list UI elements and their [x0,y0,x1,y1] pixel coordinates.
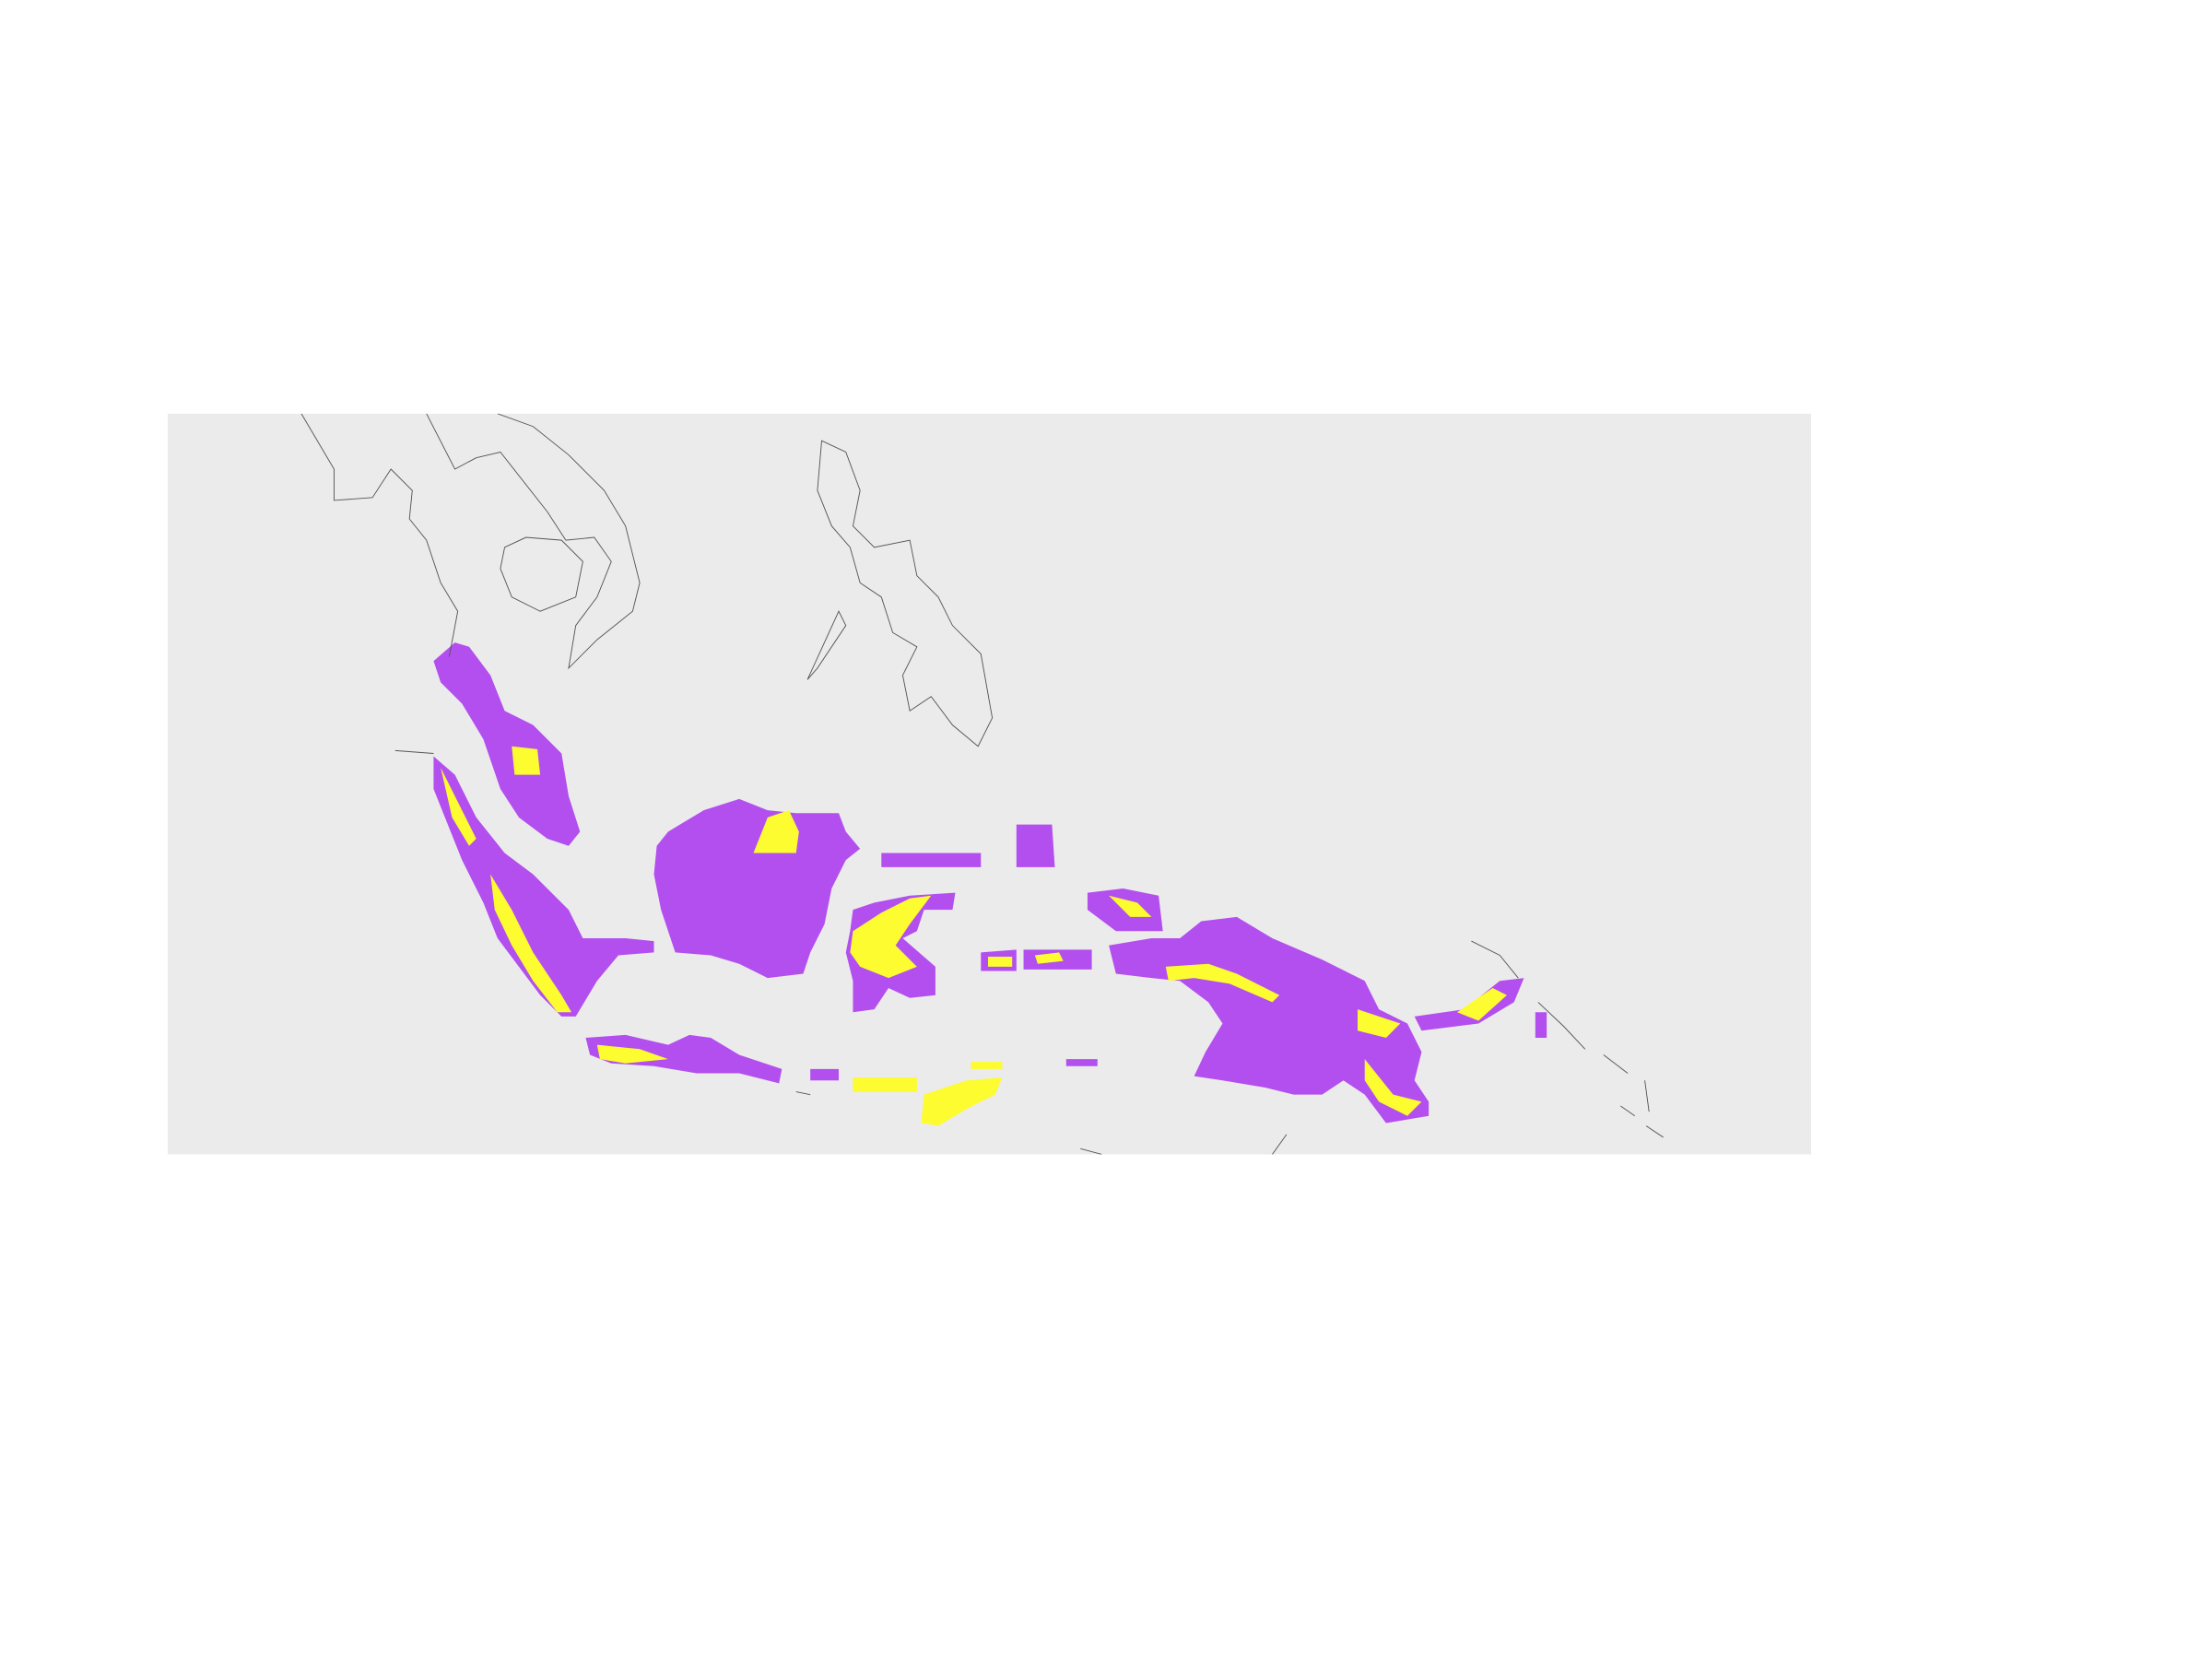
region-pa [1034,952,1064,964]
region-sulawesi-north [881,853,982,867]
region-pa [1456,987,1507,1021]
coastline [426,413,641,670]
region-island [810,1068,840,1081]
region-pa [850,895,932,979]
region-halmahera [1016,824,1055,867]
region-pa [1358,1009,1401,1038]
coastline [1471,940,1664,1138]
coastline [500,536,583,612]
region-pa [987,957,1013,967]
region-pa [1109,895,1152,917]
region-pa [971,1062,1003,1069]
region-malaya [433,642,581,846]
region-pa [441,767,477,846]
coastline [300,413,459,657]
region-pa [490,874,572,1013]
coastline [394,749,1288,1155]
region-sumatra [433,756,654,1017]
raster-layer [300,413,1664,1155]
region-pa [596,1044,668,1064]
region-timor [921,1077,1003,1126]
region-pa [1364,1059,1422,1116]
region-borneo [653,798,861,979]
region-java [585,1034,782,1084]
region-island [1065,1059,1098,1066]
coastline [817,440,994,747]
region-pa [1165,963,1280,1003]
region-pa [753,810,799,853]
region-island [1535,1012,1547,1038]
region-pa [853,1077,917,1092]
region-pa [512,746,541,775]
coastline [806,610,847,680]
